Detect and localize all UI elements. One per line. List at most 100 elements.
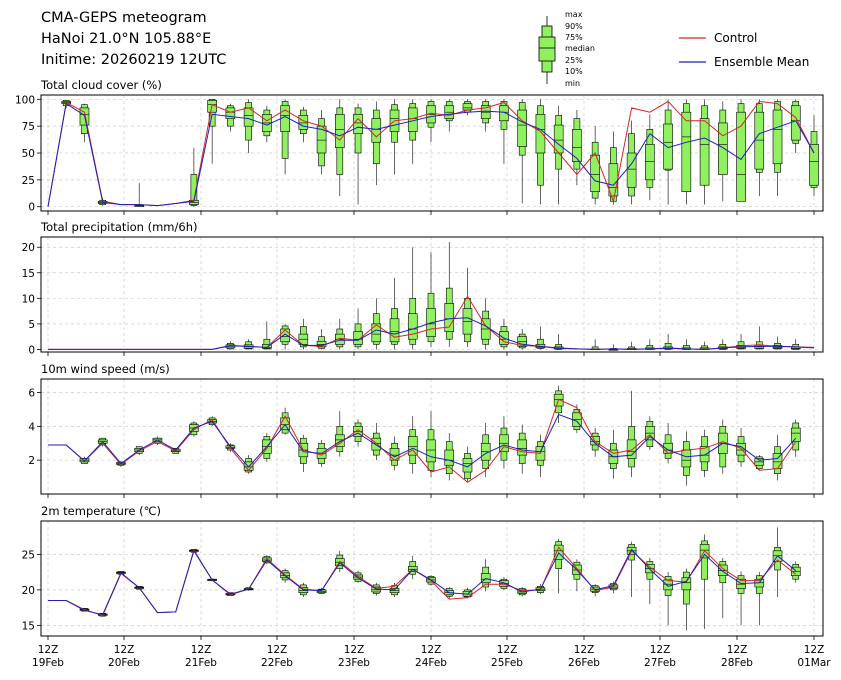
box-40: [772, 434, 783, 481]
box-24: [480, 298, 491, 350]
box-32: [626, 390, 637, 478]
box-25-75: [772, 109, 783, 165]
box-38: [736, 571, 746, 626]
panel-1: Total precipitation (mm/6h) 0 5 10 15 20: [22, 220, 824, 356]
box-25-75: [681, 449, 692, 468]
box-17: [353, 570, 363, 583]
box-36: [699, 99, 710, 205]
box-11: [243, 339, 254, 350]
box-37: [718, 101, 728, 202]
y-tick-label-1: 20: [22, 585, 35, 597]
box-8: [189, 147, 199, 207]
box-16: [335, 411, 345, 457]
x-tick-time-10: 12Z: [804, 644, 825, 656]
box-27: [535, 99, 546, 205]
box-25-75: [718, 564, 728, 576]
x-tick-time-0: 12Z: [38, 644, 59, 656]
box-38: [736, 99, 746, 202]
title-block: CMA-GEPS meteogram HaNoi 21.0°N 105.88°E…: [41, 8, 226, 71]
x-tick-date-0: 19Feb: [32, 657, 64, 669]
x-tick-time-2: 12Z: [191, 644, 212, 656]
box-17: [353, 308, 363, 350]
box-34: [663, 422, 673, 464]
box-29: [572, 559, 582, 592]
box-16: [335, 318, 345, 350]
x-axis: 12Z19Feb12Z20Feb12Z21Feb12Z22Feb12Z23Feb…: [32, 644, 831, 669]
box-10-90: [537, 338, 544, 349]
legend-mean-label: Ensemble Mean: [714, 55, 809, 69]
panel-frame: [40, 378, 824, 495]
box-25-75: [335, 434, 345, 447]
box-10-90: [664, 343, 672, 350]
box-25-75: [590, 154, 600, 192]
box-37: [718, 419, 728, 474]
box-36: [699, 341, 710, 350]
legend-box-inner: [538, 36, 556, 62]
box-25: [499, 577, 509, 590]
box-25-75: [499, 105, 509, 122]
box-35: [681, 339, 692, 350]
ensemble-mean-line: [48, 548, 797, 616]
box-19: [389, 277, 400, 350]
box-23: [462, 267, 473, 347]
y-tick-label-4: 100: [15, 94, 35, 106]
legend: max 90% 75% median 25% 10% min Control Ensemble …: [538, 10, 809, 88]
ensemble-mean-line: [47, 102, 815, 207]
box-33: [645, 114, 655, 201]
x-tick-time-3: 12Z: [267, 644, 288, 656]
box-41: [790, 339, 801, 350]
box-20: [407, 247, 418, 350]
box-33: [645, 416, 655, 451]
panel-frame: [40, 94, 824, 212]
box-33: [645, 339, 655, 350]
x-tick-time-6: 12Z: [497, 644, 518, 656]
x-tick-time-1: 12Z: [114, 644, 135, 656]
box-34: [663, 99, 673, 205]
box-40: [772, 336, 783, 350]
box-25-75: [663, 442, 673, 454]
box-25-75: [335, 114, 345, 148]
box-25-75: [517, 439, 527, 456]
initime-label: Initime: 20260219 12UTC: [41, 52, 227, 68]
panel-2: 10m wind speed (m/s) 2 4 6: [28, 362, 824, 498]
y-tick-label-1: 25: [22, 175, 35, 187]
y-tick-label-1: 4: [28, 421, 35, 433]
panel-0: Total cloud cover (%) 0 25 50 75 100: [15, 78, 824, 215]
box-14: [298, 434, 309, 473]
box-15: [316, 110, 327, 175]
box-30: [590, 428, 600, 457]
box-37: [718, 557, 728, 619]
y-tick-label-2: 50: [22, 148, 35, 160]
box-25-75: [736, 442, 746, 456]
chart-title: CMA-GEPS meteogram: [41, 10, 207, 26]
box-25-75: [298, 115, 309, 130]
x-tick-date-7: 26Feb: [568, 657, 600, 669]
y-tick-label-2: 6: [28, 388, 35, 400]
box-26: [517, 329, 527, 350]
box-13: [280, 99, 290, 175]
box-25-75: [699, 446, 710, 463]
ensemble-mean-line: [48, 413, 797, 468]
box-10-90: [190, 174, 198, 206]
box-35: [681, 431, 692, 486]
box-21: [426, 99, 436, 143]
box-19: [389, 99, 400, 175]
ensemble-mean-line: [48, 317, 815, 350]
box-25-75: [535, 114, 546, 154]
box-20: [407, 555, 418, 580]
box-26: [517, 99, 527, 204]
panel-3: 2m temperature (℃) 15 20 25: [22, 504, 824, 640]
box-16: [335, 99, 345, 196]
box-28: [553, 385, 564, 423]
box-39: [754, 455, 765, 471]
box-26: [517, 424, 527, 474]
x-tick-date-4: 23Feb: [338, 657, 370, 669]
box-28: [553, 105, 564, 205]
box-5: [134, 183, 144, 208]
legend-box-label-6: min: [565, 79, 580, 88]
box-25-75: [754, 111, 765, 170]
legend-box-label-2: 75%: [565, 33, 583, 42]
box-25-75: [517, 109, 527, 147]
y-tick-label-0: 15: [22, 620, 35, 632]
